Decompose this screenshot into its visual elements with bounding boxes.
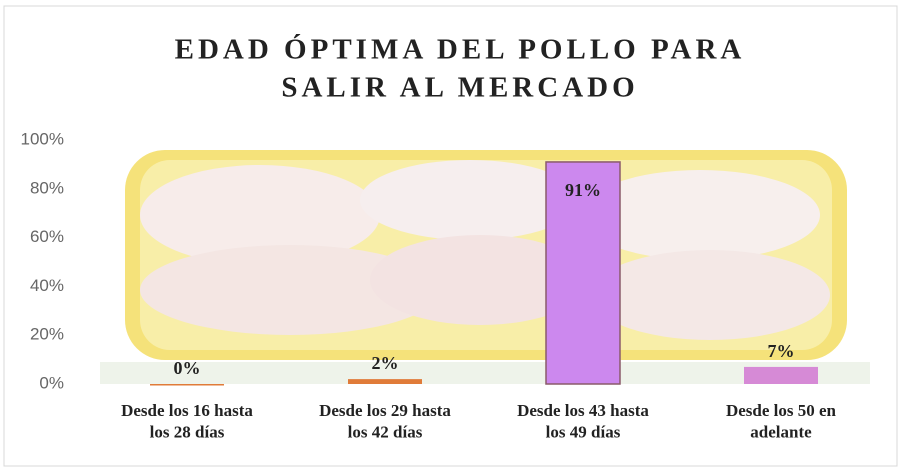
y-tick-label: 0% <box>39 373 64 392</box>
x-tick-label: Desde los 29 hasta los 42 días <box>319 401 451 441</box>
x-tick-label: Desde los 50 en adelante <box>726 401 837 441</box>
data-label: 0% <box>174 358 201 378</box>
bar <box>744 366 818 384</box>
y-tick-label: 20% <box>30 325 64 344</box>
background-photo <box>100 150 870 384</box>
x-tick-label: Desde los 16 hasta los 28 días <box>121 401 253 441</box>
y-tick-label: 60% <box>30 227 64 246</box>
y-tick-label: 40% <box>30 276 64 295</box>
bar <box>545 161 621 385</box>
bar <box>348 379 422 384</box>
data-label: 2% <box>372 353 399 373</box>
bar <box>150 384 224 386</box>
data-label: 91% <box>565 180 601 200</box>
x-tick-label: Desde los 43 hasta los 49 días <box>517 401 649 441</box>
chart-title: SALIR AL MERCADO <box>281 72 638 104</box>
data-label: 7% <box>768 341 795 361</box>
y-tick-label: 80% <box>30 178 64 197</box>
y-tick-label: 100% <box>21 129 64 148</box>
chart-title: EDAD ÓPTIMA DEL POLLO PARA <box>175 33 746 66</box>
